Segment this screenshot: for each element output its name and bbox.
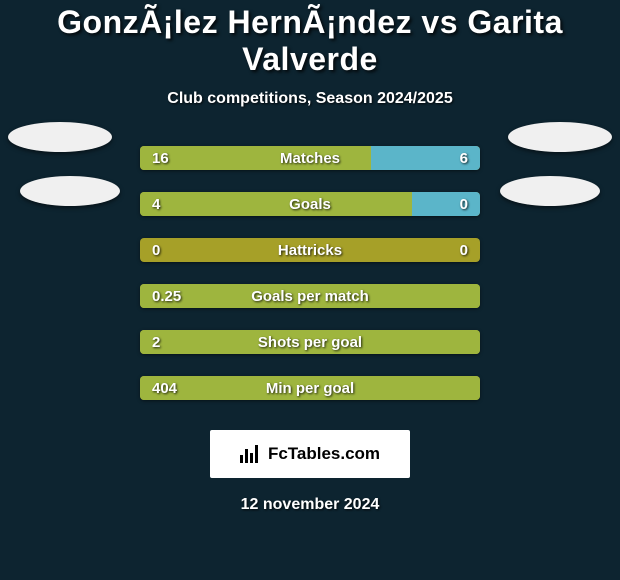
stat-bar-right [371,146,480,170]
stat-bar: Min per goal404 [140,376,480,400]
stat-bar-left [140,284,480,308]
subtitle: Club competitions, Season 2024/2025 [167,90,452,108]
stat-bar: Goals per match0.25 [140,284,480,308]
stat-bar: Shots per goal2 [140,330,480,354]
avatar [8,122,112,152]
stat-bar-left [140,192,412,216]
brand-badge: FcTables.com [210,430,410,478]
stat-bar-left [140,376,480,400]
stat-bar-left [140,330,480,354]
stat-row: Min per goal404 [0,376,620,400]
page-title: GonzÃ¡lez HernÃ¡ndez vs Garita Valverde [0,4,620,78]
stat-row: Matches166 [0,146,620,170]
comparison-panel: GonzÃ¡lez HernÃ¡ndez vs Garita Valverde … [0,0,620,580]
stat-bar: Matches166 [140,146,480,170]
stat-bar-right [412,192,480,216]
brand-chart-icon [240,445,262,463]
stat-row: Hattricks0 0 [0,238,620,262]
avatar [20,176,120,206]
stat-bar-left [140,146,371,170]
stat-bar: Goals40 [140,192,480,216]
stat-label: Hattricks [140,238,480,262]
stat-value-left: 0 [152,238,160,262]
stat-bar: Hattricks0 0 [140,238,480,262]
brand-text: FcTables.com [268,444,380,464]
stat-value-right: 0 [460,238,468,262]
stat-row: Goals per match0.25 [0,284,620,308]
avatar [508,122,612,152]
stat-row: Shots per goal2 [0,330,620,354]
avatar [500,176,600,206]
date-label: 12 november 2024 [241,496,380,514]
